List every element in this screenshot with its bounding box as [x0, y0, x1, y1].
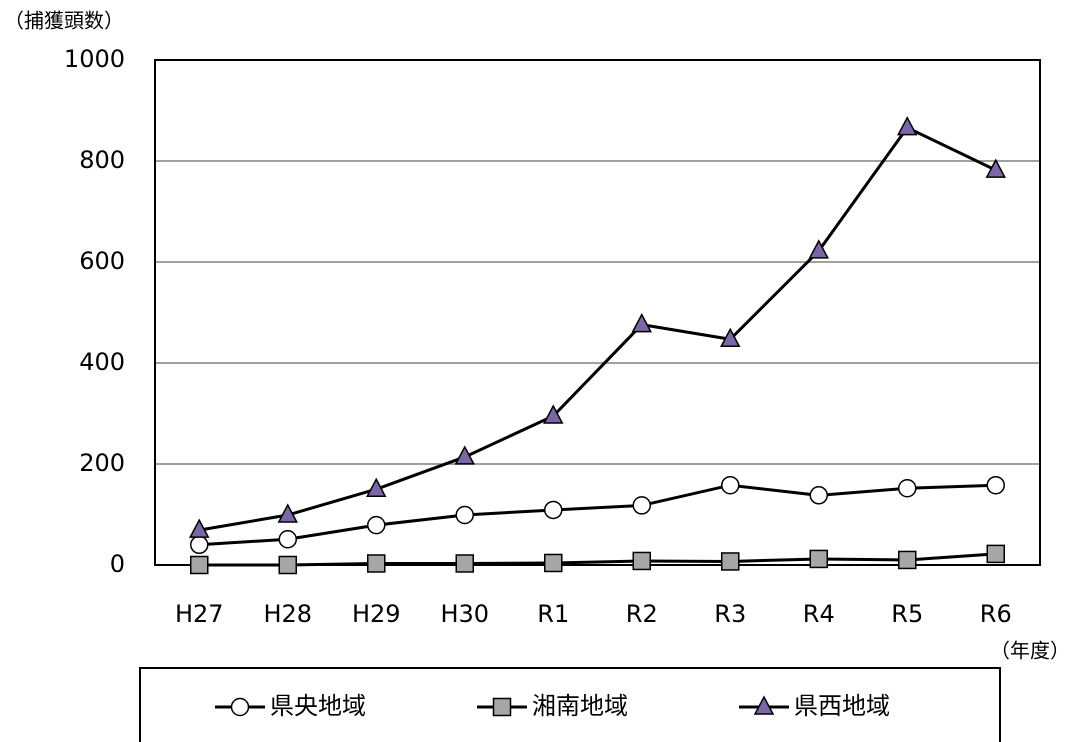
point — [543, 404, 564, 424]
y-tick-label: 1000 — [64, 45, 125, 73]
series-line — [198, 125, 997, 532]
x-tick-label: R2 — [626, 600, 658, 628]
x-tick-label: H28 — [263, 600, 312, 628]
point — [189, 518, 210, 538]
point — [985, 158, 1006, 178]
point — [632, 551, 651, 571]
legend-marker — [753, 695, 775, 715]
point — [986, 544, 1005, 564]
point — [897, 116, 918, 136]
x-tick-label: R5 — [891, 600, 923, 628]
legend-box — [139, 667, 1001, 742]
point — [544, 553, 563, 573]
point — [631, 313, 652, 333]
legend-label: 県央地域 — [270, 692, 366, 720]
point — [720, 327, 741, 348]
y-tick-label: 0 — [110, 550, 125, 578]
x-tick-label: H27 — [175, 600, 224, 628]
point — [190, 555, 209, 575]
point — [632, 496, 651, 515]
point — [190, 535, 209, 555]
x-tick-label: R3 — [714, 600, 746, 628]
point — [721, 552, 740, 571]
y-axis-label: （捕獲頭数） — [4, 9, 124, 33]
plot-border — [154, 59, 1041, 566]
y-tick-label: 400 — [79, 348, 125, 376]
legend-marker — [230, 697, 250, 717]
point — [809, 486, 828, 505]
x-axis-label: （年度） — [990, 639, 1070, 663]
y-tick-label: 200 — [79, 449, 125, 477]
x-tick-label: R6 — [980, 600, 1012, 628]
x-tick-label: H29 — [352, 600, 401, 628]
series-line — [199, 552, 996, 567]
legend-label: 湘南地域 — [532, 692, 628, 720]
point — [455, 505, 474, 525]
point — [366, 477, 387, 497]
point — [898, 478, 917, 498]
legend-label: 県西地域 — [794, 692, 890, 720]
point — [721, 475, 740, 495]
legend-marker — [492, 697, 512, 717]
point — [808, 239, 829, 259]
x-tick-label: R1 — [537, 600, 569, 628]
point — [367, 515, 386, 535]
y-tick-label: 600 — [79, 247, 125, 275]
point — [454, 445, 475, 465]
point — [367, 554, 386, 573]
point — [898, 550, 917, 570]
point — [544, 500, 563, 520]
y-tick-label: 800 — [79, 146, 125, 174]
point — [986, 475, 1005, 495]
point — [278, 555, 297, 575]
point — [809, 549, 828, 569]
point — [278, 529, 297, 549]
point — [455, 554, 474, 573]
x-tick-label: H30 — [440, 600, 489, 628]
series-line — [199, 483, 996, 547]
x-tick-label: R4 — [803, 600, 835, 628]
point — [277, 503, 298, 523]
